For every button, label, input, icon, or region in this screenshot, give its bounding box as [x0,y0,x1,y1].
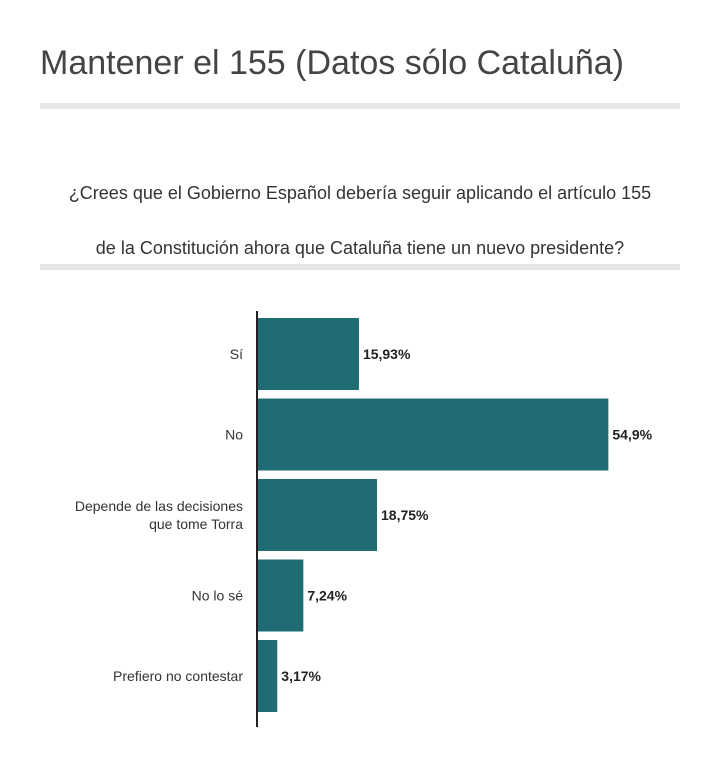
bar-2 [257,479,377,551]
bar-3 [257,559,304,632]
category-label-3: No lo sé [192,588,244,604]
value-label-2: 18,75% [381,507,429,523]
category-label-2: Depende de las decisiones que tome Torra [75,498,243,532]
chart-title: Mantener el 155 (Datos sólo Cataluña) [40,44,624,82]
question-line-1: ¿Crees que el Gobierno Español debería s… [68,183,652,203]
bar-0 [257,318,359,390]
category-label-4: Prefiero no contestar [113,668,243,684]
question-line-2: de la Constitución ahora que Cataluña ti… [95,238,625,258]
value-label-4: 3,17% [281,668,321,684]
value-label-0: 15,93% [363,346,411,362]
bar-1 [257,398,609,471]
category-label-1: No [225,427,243,443]
value-label-3: 7,24% [307,588,347,604]
category-label-0: Sí [230,346,243,362]
bar-4 [257,640,278,712]
value-label-1: 54,9% [612,427,652,443]
title-divider [40,103,680,109]
survey-question: ¿Crees que el Gobierno Español debería s… [40,166,680,276]
question-divider [40,264,680,270]
